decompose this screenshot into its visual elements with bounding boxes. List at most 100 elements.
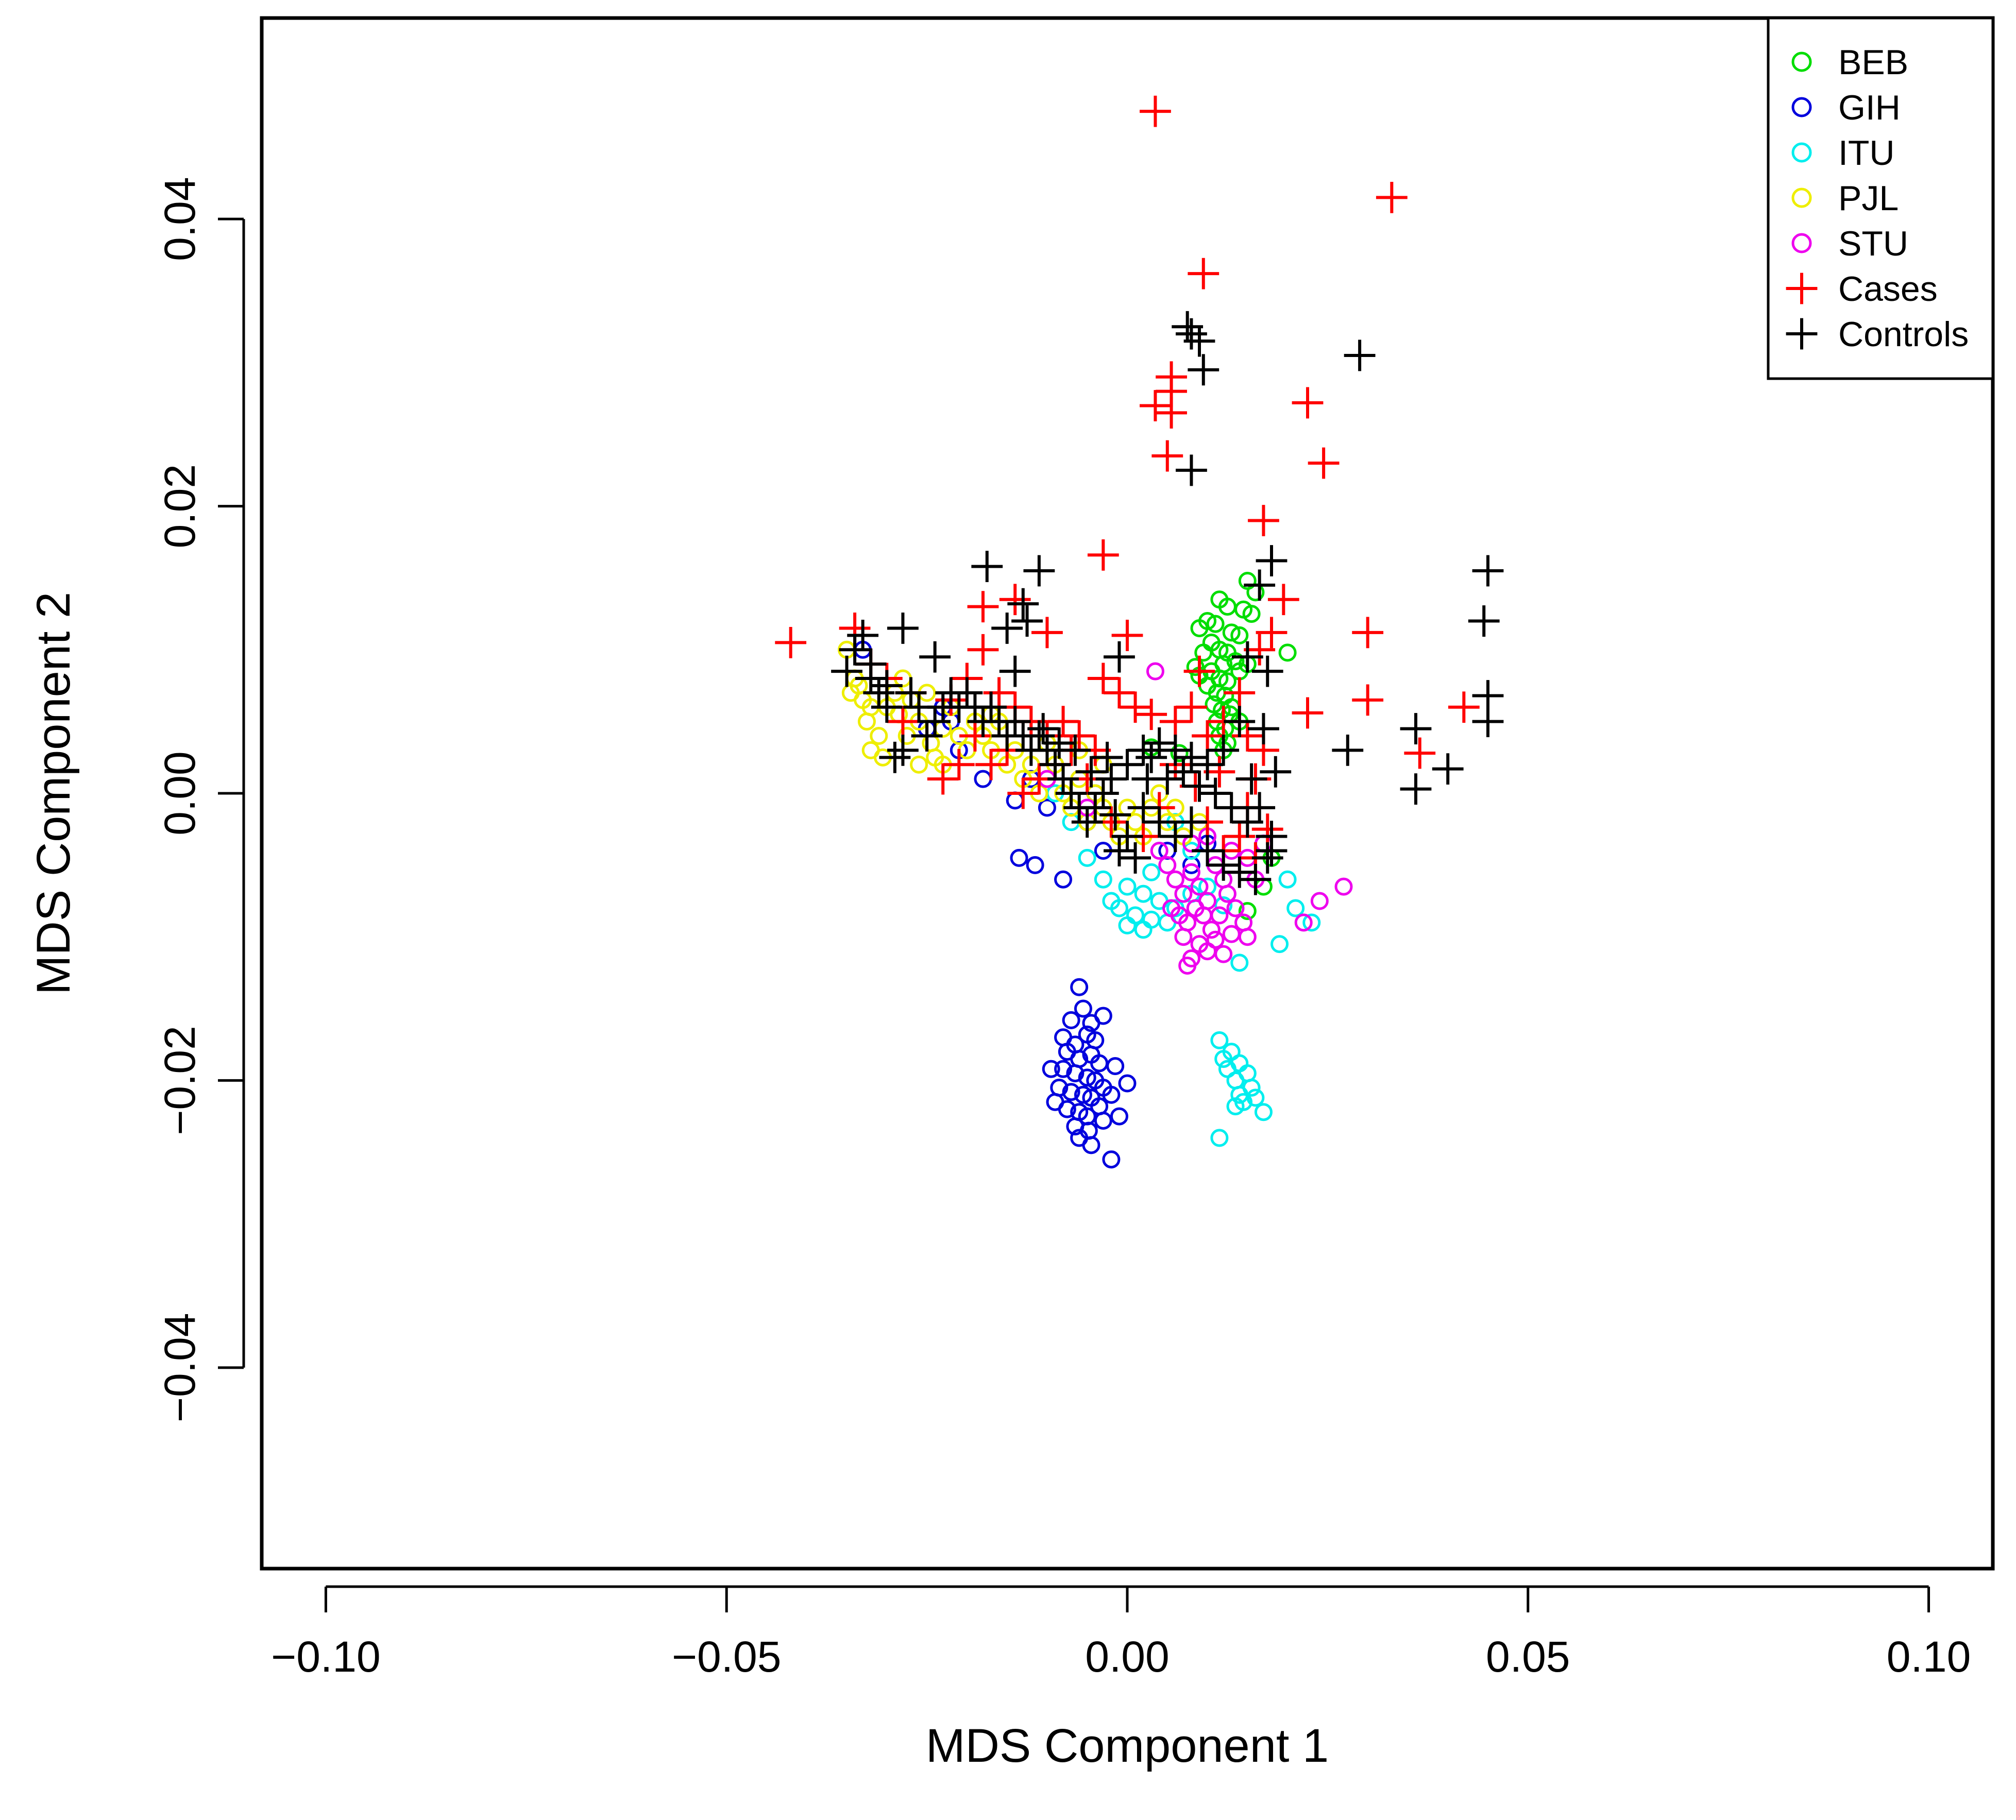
- data-point-controls: [1251, 655, 1283, 687]
- data-point-controls: [1192, 835, 1223, 866]
- data-point-beb: [1238, 902, 1257, 921]
- data-point-cases: [967, 634, 999, 666]
- data-point-itu: [1278, 870, 1297, 889]
- data-point-cases: [1104, 677, 1135, 709]
- data-point-cases: [1251, 813, 1283, 845]
- data-point-stu: [1218, 885, 1236, 903]
- legend-item-beb: BEB: [1791, 43, 1908, 82]
- data-point-gih: [1106, 1057, 1125, 1076]
- data-point-gih: [1038, 798, 1056, 817]
- data-point-itu: [1134, 921, 1153, 939]
- data-point-cases: [1292, 697, 1324, 729]
- legend-marker-itu: [1791, 142, 1812, 163]
- data-point-controls: [1059, 734, 1091, 766]
- data-point-itu: [1094, 870, 1112, 889]
- data-point-cases: [775, 626, 807, 658]
- data-point-itu: [1134, 885, 1153, 903]
- data-point-cases: [1136, 699, 1167, 730]
- data-point-controls: [919, 641, 951, 673]
- y-tick-label: −0.02: [156, 1026, 204, 1135]
- y-axis: −0.04 −0.02 0.00 0.02 0.04: [156, 177, 245, 1423]
- data-point-controls: [1240, 863, 1272, 895]
- x-tick-label: 0.05: [1486, 1632, 1570, 1681]
- data-point-controls: [1091, 741, 1123, 773]
- y-tick-label: 0.00: [156, 751, 204, 836]
- data-point-beb: [1194, 643, 1213, 662]
- legend-label: PJL: [1838, 179, 1899, 218]
- legend-marker-controls: [1786, 318, 1818, 350]
- data-point-cases: [887, 706, 919, 738]
- data-point-cases: [1256, 617, 1287, 649]
- data-point-controls: [971, 551, 1003, 583]
- data-point-cases: [1308, 447, 1340, 479]
- data-point-cases: [1140, 95, 1171, 127]
- x-tick-label: 0.00: [1085, 1632, 1170, 1681]
- data-point-controls: [1104, 835, 1135, 866]
- data-point-cases: [1376, 181, 1408, 213]
- data-point-controls: [855, 662, 887, 694]
- data-point-beb: [1186, 658, 1205, 676]
- data-point-stu: [1190, 877, 1209, 896]
- data-point-controls: [919, 706, 951, 738]
- data-point-controls: [1176, 806, 1207, 838]
- data-point-controls: [1215, 792, 1247, 824]
- y-tick-label: 0.04: [156, 177, 204, 261]
- data-point-controls: [1039, 749, 1071, 780]
- data-point-cases: [1031, 617, 1063, 649]
- data-point-itu: [1118, 877, 1137, 896]
- data-point-controls: [1432, 753, 1464, 785]
- data-point-cases: [1087, 662, 1119, 694]
- data-point-gih: [1042, 1060, 1060, 1078]
- data-point-controls: [847, 620, 879, 651]
- legend-label: STU: [1838, 224, 1908, 263]
- data-point-pjl: [861, 741, 880, 759]
- data-point-controls: [871, 691, 903, 723]
- data-point-cases: [1352, 684, 1384, 716]
- data-point-gih: [1102, 1150, 1121, 1169]
- data-point-cases: [1120, 691, 1151, 723]
- data-point-controls: [1071, 806, 1103, 838]
- data-point-controls: [903, 691, 935, 723]
- data-point-itu: [1210, 1129, 1229, 1147]
- data-point-gih: [1062, 1011, 1080, 1029]
- legend-label: Controls: [1838, 315, 1969, 354]
- data-point-cases: [1231, 720, 1263, 752]
- data-point-itu: [1226, 1097, 1245, 1116]
- data-point-controls: [1167, 756, 1199, 788]
- legend-label: GIH: [1838, 88, 1901, 127]
- data-point-controls: [1159, 734, 1191, 766]
- data-point-controls: [1400, 713, 1432, 744]
- data-point-controls: [1256, 545, 1287, 576]
- data-point-cases: [1204, 756, 1235, 788]
- data-point-controls: [1055, 777, 1087, 809]
- data-point-controls: [1015, 734, 1047, 766]
- data-point-controls: [1188, 354, 1219, 386]
- y-tick-label: 0.02: [156, 464, 204, 548]
- data-point-controls: [1159, 821, 1191, 853]
- y-tick-label: −0.04: [156, 1313, 204, 1423]
- legend-items: BEB GIH ITU PJL STU Cases Controls: [1786, 43, 1969, 354]
- legend-item-controls: Controls: [1786, 315, 1969, 354]
- data-point-controls: [1472, 555, 1504, 587]
- data-point-controls: [991, 613, 1023, 644]
- data-point-beb: [1222, 623, 1241, 642]
- data-point-gih: [1054, 870, 1073, 889]
- data-point-stu: [1310, 892, 1329, 910]
- data-point-gih: [1118, 1074, 1137, 1093]
- data-point-gih: [1062, 1083, 1080, 1101]
- data-point-beb: [1242, 605, 1261, 623]
- data-point-itu: [1142, 863, 1161, 881]
- data-point-controls: [1472, 706, 1504, 738]
- data-point-controls: [1248, 713, 1279, 744]
- data-point-cases: [1192, 720, 1223, 752]
- data-point-itu: [1286, 899, 1305, 917]
- data-point-controls: [1176, 741, 1207, 773]
- x-tick-label: −0.05: [672, 1632, 782, 1681]
- data-point-controls: [1468, 605, 1500, 637]
- data-point-cases: [1188, 258, 1219, 290]
- x-tick-label: −0.10: [271, 1632, 381, 1681]
- data-point-cases: [1404, 737, 1436, 769]
- data-point-stu: [1202, 921, 1221, 939]
- data-point-pjl: [910, 755, 928, 774]
- data-point-itu: [1210, 1031, 1229, 1049]
